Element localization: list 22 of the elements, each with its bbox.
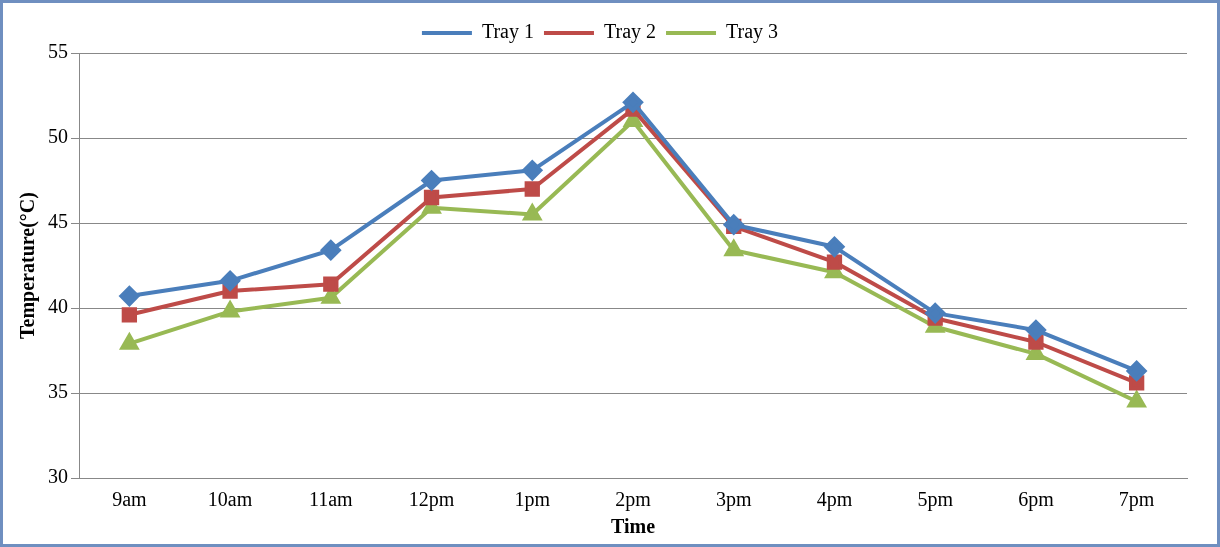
- legend-label: Tray 1: [481, 20, 534, 44]
- y-axis-title: Temperature(°C): [16, 192, 40, 339]
- x-axis-title: Time: [610, 515, 656, 538]
- y-tick-label: 50: [48, 125, 68, 148]
- x-tick-label: 10am: [207, 488, 253, 511]
- y-tick-label: 55: [48, 40, 68, 63]
- x-tick-label: 5pm: [917, 488, 954, 512]
- y-tick-label: 30: [48, 465, 68, 488]
- legend-label: Tray 2: [603, 20, 657, 44]
- legend-label: Tray 3: [726, 20, 779, 44]
- x-tick-label: 3pm: [715, 488, 752, 512]
- x-tick-label: 6pm: [1018, 488, 1055, 512]
- x-tick-label: 2pm: [615, 488, 652, 512]
- y-tick-label: 40: [48, 295, 68, 318]
- x-tick-label: 11am: [308, 488, 354, 511]
- y-tick-label: 35: [48, 380, 68, 403]
- x-tick-label: 1pm: [514, 488, 551, 512]
- x-tick-label: 9am: [112, 488, 148, 511]
- y-tick-label: 45: [48, 210, 68, 233]
- x-tick-label: 4pm: [816, 488, 853, 512]
- x-tick-label: 12pm: [408, 488, 455, 512]
- x-tick-label: 7pm: [1118, 488, 1155, 512]
